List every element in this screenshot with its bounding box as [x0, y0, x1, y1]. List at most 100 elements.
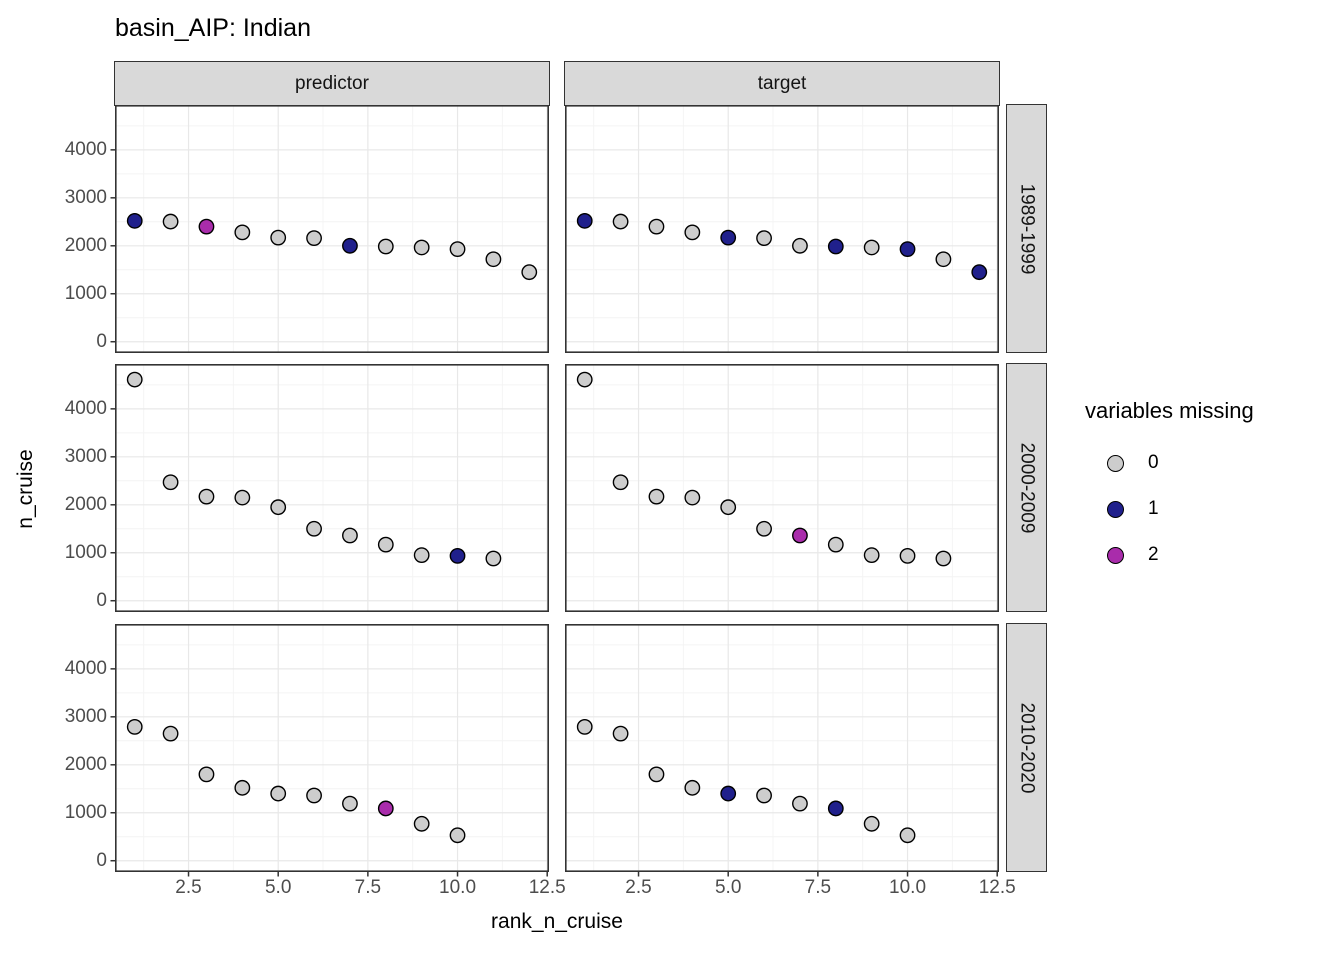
legend-title: variables missing [1085, 398, 1254, 423]
facet-row-strip-1989-1999: 1989-1999 [1006, 104, 1047, 353]
data-point [720, 499, 737, 516]
data-point [198, 766, 215, 783]
panel-predictor-1989-1999 [110, 105, 549, 353]
data-point [306, 230, 322, 247]
data-point [935, 550, 952, 567]
data-point [126, 371, 143, 388]
data-point [449, 827, 466, 844]
data-point [306, 787, 322, 804]
data-point [756, 787, 772, 804]
panel-target-1989-1999 [565, 105, 999, 353]
y-axis-tick-label: 4000 [64, 397, 107, 419]
data-point [377, 536, 394, 553]
x-axis-tick-label: 10.0 [439, 877, 477, 898]
data-point [126, 718, 143, 735]
data-point [270, 785, 287, 802]
data-point [377, 238, 394, 255]
facet-row-strip-label: 2000-2009 [1016, 442, 1038, 533]
data-point [863, 239, 880, 256]
data-point [576, 212, 593, 229]
data-point [612, 725, 629, 742]
data-point [827, 800, 844, 817]
data-point [485, 251, 502, 268]
panel-predictor-2000-2009 [110, 364, 549, 612]
data-point [756, 230, 772, 247]
panel-target-2010-2020 [565, 624, 999, 877]
data-point [342, 527, 358, 544]
data-point [756, 520, 772, 537]
y-axis-tick-label: 2000 [64, 493, 107, 515]
legend-item-0: 0 [1085, 440, 1254, 486]
facet-row-strip-2000-2009: 2000-2009 [1006, 363, 1047, 612]
x-axis-tick-label: 7.5 [804, 877, 832, 898]
data-point [198, 218, 215, 235]
data-point [720, 229, 737, 246]
plot-title: basin_AIP: Indian [115, 14, 311, 42]
y-axis-tick-label: 3000 [64, 445, 107, 467]
data-point [576, 371, 593, 388]
data-point [612, 474, 629, 491]
data-point [648, 488, 665, 505]
data-point [485, 550, 502, 567]
x-axis-tick-label: 12.5 [978, 877, 1016, 898]
panel-target-2000-2009 [565, 364, 999, 612]
data-point [935, 251, 952, 268]
data-point [827, 238, 844, 255]
data-point [449, 547, 466, 564]
data-point [827, 536, 844, 553]
legend-item-label: 0 [1148, 452, 1159, 473]
data-point [684, 779, 701, 796]
data-point [648, 766, 665, 783]
data-point [234, 779, 251, 796]
y-axis-tick-label: 1000 [64, 801, 107, 823]
y-axis-tick-label: 1000 [64, 541, 107, 563]
y-axis-tick-label: 0 [96, 589, 107, 611]
facet-column-strip-target: target [564, 61, 1000, 106]
data-point [863, 547, 880, 564]
y-axis-title: n_cruise [14, 449, 37, 529]
x-axis-tick-label: 5.0 [264, 877, 292, 898]
legend-item-2: 2 [1085, 532, 1254, 578]
data-point [521, 264, 538, 281]
data-point [863, 815, 880, 832]
data-point [270, 499, 287, 516]
data-point [612, 213, 629, 230]
y-axis-tick-label: 0 [96, 330, 107, 352]
facet-column-strip-predictor: predictor [114, 61, 550, 106]
facet-row-strip-label: 2010-2020 [1016, 702, 1038, 793]
y-axis-tick-label: 0 [96, 849, 107, 871]
y-axis-tick-label: 1000 [64, 282, 107, 304]
data-point [306, 520, 322, 537]
legend: variables missing 0 1 2 [1085, 398, 1254, 578]
y-axis-tick-label: 4000 [64, 138, 107, 160]
data-point [162, 725, 179, 742]
x-axis-title: rank_n_cruise [491, 910, 623, 933]
data-point [449, 241, 466, 258]
x-axis-tick-label: 5.0 [714, 877, 742, 898]
facet-row-strip-2010-2020: 2010-2020 [1006, 623, 1047, 872]
legend-item-1: 1 [1085, 486, 1254, 532]
data-point [342, 795, 358, 812]
legend-item-label: 1 [1148, 498, 1159, 519]
x-axis-tick-label: 10.0 [889, 877, 927, 898]
data-point [899, 547, 916, 564]
y-axis-tick-label: 3000 [64, 186, 107, 208]
y-axis-tick-label: 2000 [64, 753, 107, 775]
x-axis-tick-label: 7.5 [354, 877, 382, 898]
y-axis-tick-label: 4000 [64, 657, 107, 679]
y-axis-tick-label: 3000 [64, 705, 107, 727]
x-axis-tick-label: 12.5 [528, 877, 566, 898]
data-point [162, 474, 179, 491]
data-point [720, 785, 737, 802]
data-point [234, 224, 251, 241]
x-axis-tick-label: 2.5 [175, 877, 202, 898]
data-point [792, 795, 808, 812]
data-point [792, 237, 808, 254]
data-point [899, 241, 916, 258]
data-point [270, 229, 287, 246]
data-point [413, 547, 430, 564]
data-point [377, 800, 394, 817]
legend-item-label: 2 [1148, 544, 1159, 565]
data-point [198, 488, 215, 505]
